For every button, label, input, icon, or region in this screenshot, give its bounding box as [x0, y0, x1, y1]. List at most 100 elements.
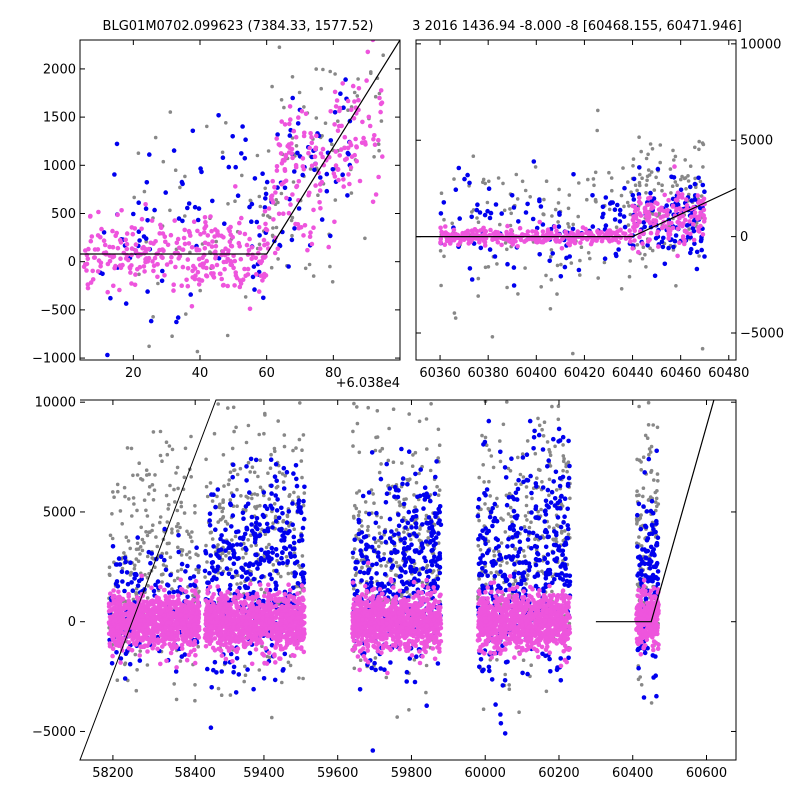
point-pink	[294, 184, 299, 190]
point-gray	[336, 119, 340, 123]
point-gray	[290, 233, 294, 238]
point-blue	[373, 520, 379, 526]
point-gray	[644, 265, 648, 269]
point-blue	[556, 547, 562, 553]
point-blue	[144, 180, 150, 185]
point-pink	[303, 111, 309, 117]
point-pink	[263, 254, 268, 259]
point-gray	[522, 525, 527, 529]
point-blue	[358, 548, 363, 553]
point-gray	[267, 497, 271, 501]
point-pink	[468, 235, 474, 240]
point-blue	[292, 169, 297, 174]
point-gray	[483, 502, 487, 506]
point-blue	[273, 547, 279, 552]
point-blue	[493, 545, 499, 551]
point-gray	[238, 466, 243, 471]
point-blue	[114, 141, 120, 147]
point-blue	[368, 580, 374, 585]
point-gray	[131, 496, 136, 500]
point-blue	[123, 559, 128, 565]
point-pink	[88, 238, 94, 244]
y-tick-label: 1000	[43, 159, 76, 174]
point-gray	[487, 479, 491, 484]
point-gray	[566, 460, 571, 464]
point-gray	[399, 503, 403, 507]
point-gray	[187, 550, 192, 554]
point-blue	[118, 656, 124, 661]
point-gray	[241, 555, 245, 560]
point-gray	[637, 535, 641, 539]
point-pink	[133, 272, 138, 277]
point-gray	[116, 489, 120, 494]
point-gray	[250, 496, 254, 501]
point-blue	[292, 226, 297, 231]
point-gray	[284, 555, 289, 559]
point-pink	[263, 221, 268, 227]
point-blue	[292, 553, 297, 559]
point-pink	[256, 224, 262, 230]
point-blue	[484, 550, 490, 556]
point-pink	[544, 232, 550, 237]
point-blue	[260, 171, 265, 176]
point-blue	[226, 164, 232, 170]
point-blue	[485, 208, 490, 214]
point-blue	[532, 543, 538, 549]
point-blue	[647, 557, 652, 562]
point-pink	[233, 184, 238, 189]
point-gray	[424, 690, 428, 695]
point-blue	[211, 544, 216, 549]
point-blue	[487, 668, 492, 674]
point-gray	[553, 351, 557, 355]
point-gray	[227, 478, 232, 482]
point-pink	[438, 240, 443, 246]
point-gray	[224, 554, 228, 558]
point-pink	[139, 573, 144, 579]
point-blue	[694, 266, 700, 272]
y-tick-label: 0	[68, 255, 76, 270]
point-gray	[586, 177, 590, 182]
point-blue	[253, 520, 259, 525]
point-blue	[492, 254, 498, 259]
point-gray	[189, 475, 193, 479]
point-gray	[393, 573, 398, 577]
point-blue	[643, 524, 649, 530]
point-pink	[438, 225, 443, 231]
point-blue	[230, 134, 235, 139]
point-pink	[273, 190, 278, 195]
point-gray	[394, 393, 398, 397]
point-pink	[674, 197, 680, 203]
point-gray	[244, 440, 249, 445]
point-gray	[307, 262, 312, 267]
point-blue	[230, 474, 235, 480]
point-blue	[359, 530, 365, 535]
point-pink	[146, 246, 152, 252]
point-gray	[400, 461, 404, 465]
point-gray	[204, 457, 208, 462]
ticks-top-right: 60360 60380 60400 60420 60440 60460 60480−5000…	[416, 37, 784, 381]
point-gray	[145, 473, 149, 477]
point-pink	[98, 260, 104, 266]
point-gray	[276, 257, 280, 261]
point-blue	[570, 226, 576, 232]
point-pink	[481, 225, 486, 231]
point-gray	[481, 177, 486, 182]
point-pink	[178, 577, 183, 583]
point-gray	[283, 473, 287, 478]
point-blue	[548, 669, 553, 674]
point-gray	[540, 480, 544, 484]
point-gray	[183, 214, 187, 218]
point-blue	[566, 438, 571, 444]
point-gray	[220, 150, 225, 155]
point-pink	[336, 177, 341, 183]
point-gray	[544, 689, 549, 694]
point-gray	[498, 222, 502, 227]
point-blue	[602, 256, 608, 261]
point-gray	[135, 473, 140, 477]
point-gray	[178, 525, 182, 530]
point-pink	[257, 246, 263, 251]
point-gray	[394, 528, 399, 532]
point-gray	[686, 174, 690, 178]
point-blue	[300, 172, 305, 178]
point-blue	[214, 552, 219, 557]
